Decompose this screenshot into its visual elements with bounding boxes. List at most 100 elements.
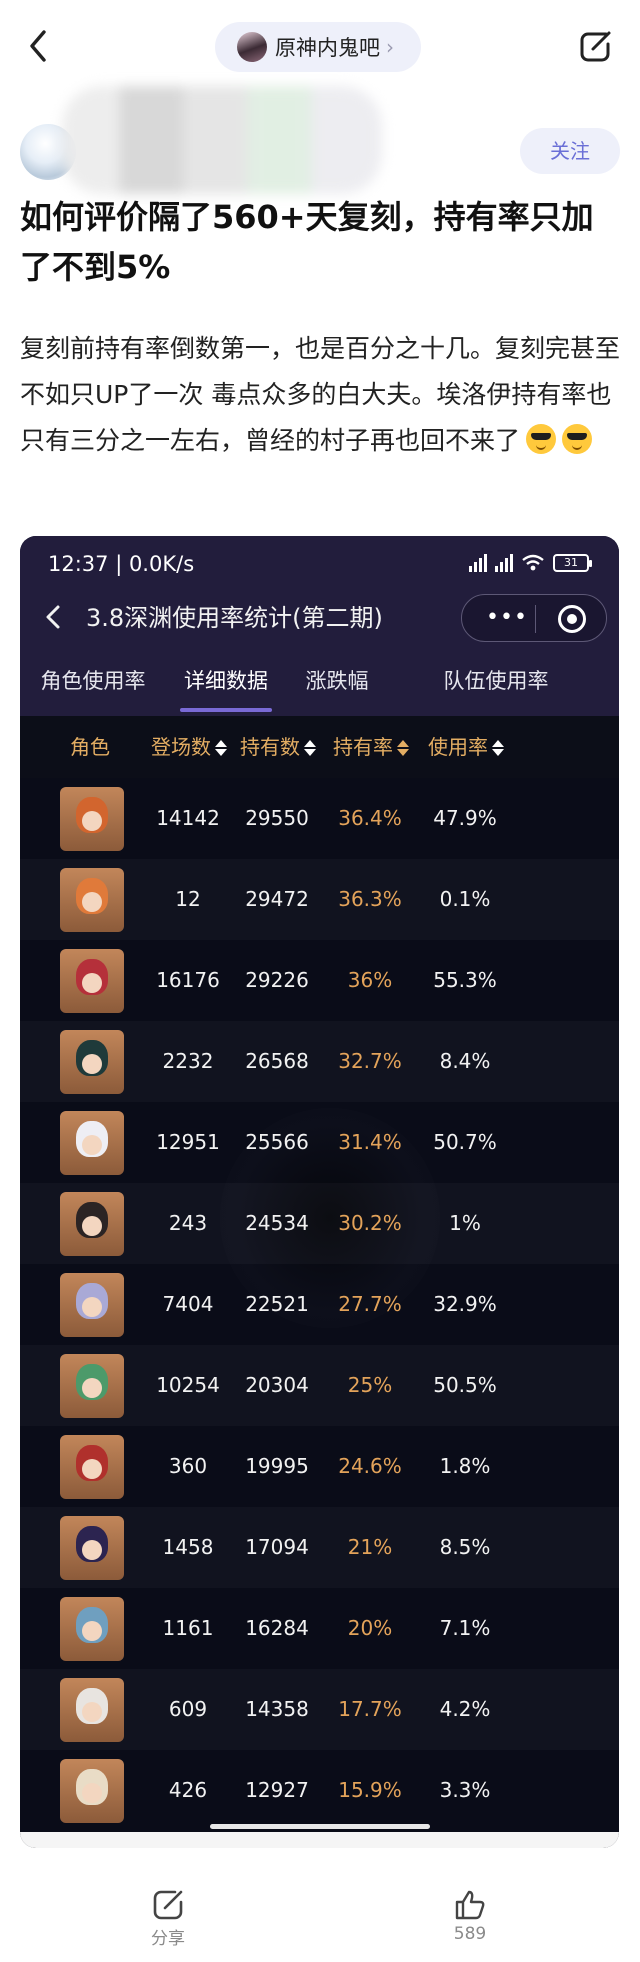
screenshot-bottom-edge (20, 1832, 619, 1848)
cell-own-rate: 31.4% (338, 1130, 402, 1154)
column-header-owned: 持有数 (216, 716, 338, 778)
active-tab-indicator (180, 708, 272, 712)
chevron-left-icon (46, 605, 60, 629)
share-label: 分享 (151, 1929, 185, 1949)
table-row: 426 12927 15.9% 3.3% (20, 1750, 619, 1831)
cell-own-rate: 36% (347, 968, 393, 992)
table-row: 14142 29550 36.4% 47.9% (20, 778, 619, 859)
character-portrait (60, 1354, 124, 1418)
screenshot-title: 3.8深渊使用率统计(第二期) (86, 604, 383, 632)
blurred-author-name (62, 86, 382, 194)
cell-appearances: 360 (168, 1454, 208, 1478)
signal-icon (469, 554, 487, 572)
sort-icon (304, 740, 316, 756)
cell-owned: 26568 (245, 1049, 309, 1073)
cell-own-rate: 30.2% (338, 1211, 402, 1235)
post-body: 复刻前持有率倒数第一，也是百分之十几。复刻完甚至不如只UP了一次 毒点众多的白大… (20, 326, 624, 464)
close-target-icon (558, 605, 586, 633)
sunglasses-emoji-icon (562, 424, 593, 454)
cell-own-rate: 15.9% (338, 1778, 402, 1802)
table-body: 14142 29550 36.4% 47.9% 12 29472 36.3% 0.1% 1617… (20, 778, 619, 1823)
table-header: 角色 登场数 持有数 持有率 使用率 (20, 716, 619, 778)
column-header-use-rate: 使用率 (390, 716, 540, 778)
cell-owned: 17094 (245, 1535, 309, 1559)
back-button[interactable] (22, 26, 58, 66)
character-portrait (60, 1192, 124, 1256)
status-icons: 31 (469, 554, 592, 572)
sort-icon (397, 740, 409, 756)
character-portrait (60, 1111, 124, 1175)
character-portrait (60, 1435, 124, 1499)
thumbs-up-icon (455, 1890, 485, 1920)
table-row: 2232 26568 32.7% 8.4% (20, 1021, 619, 1102)
cell-own-rate: 25% (347, 1373, 393, 1397)
cell-owned: 16284 (245, 1616, 309, 1640)
edit-button[interactable] (576, 26, 616, 66)
cell-owned: 20304 (245, 1373, 309, 1397)
character-portrait (60, 1597, 124, 1661)
bottom-action-bar: 分享 589 (0, 1880, 640, 1962)
share-button[interactable]: 分享 (128, 1888, 208, 1949)
follow-button[interactable]: 关注 (520, 128, 620, 174)
cell-owned: 29472 (245, 887, 309, 911)
character-portrait (60, 1759, 124, 1823)
cell-appearances: 243 (168, 1211, 208, 1235)
cell-own-rate: 27.7% (338, 1292, 402, 1316)
like-button[interactable]: 589 (430, 1888, 510, 1944)
signal-icon (495, 554, 513, 572)
cell-use-rate: 1% (449, 1211, 481, 1235)
tab-team-usage: 队伍使用率 (443, 669, 549, 693)
cell-own-rate: 17.7% (338, 1697, 402, 1721)
table-row: 12 29472 36.3% 0.1% (20, 859, 619, 940)
table-row: 1161 16284 20% 7.1% (20, 1588, 619, 1669)
cell-use-rate: 7.1% (439, 1616, 491, 1640)
cell-use-rate: 55.3% (433, 968, 497, 992)
capsule-divider (535, 605, 536, 633)
tab-change: 涨跌幅 (305, 669, 369, 693)
tab-character-usage: 角色使用率 (40, 669, 146, 693)
character-portrait (60, 1030, 124, 1094)
cell-owned: 29226 (245, 968, 309, 992)
cell-owned: 24534 (245, 1211, 309, 1235)
cell-use-rate: 50.7% (433, 1130, 497, 1154)
column-header-character: 角色 (70, 735, 110, 759)
cell-owned: 22521 (245, 1292, 309, 1316)
cell-owned: 12927 (245, 1778, 309, 1802)
embedded-screenshot[interactable]: 12:37 | 0.0K/s 31 3.8深渊使用率统计(第二期) ••• 角色… (20, 536, 619, 1848)
home-indicator (210, 1824, 430, 1829)
cell-appearances: 1161 (162, 1616, 214, 1640)
cell-use-rate: 3.3% (439, 1778, 491, 1802)
screenshot-tabs: 角色使用率 详细数据 涨跌幅 队伍使用率 (20, 648, 619, 714)
table-row: 12951 25566 31.4% 50.7% (20, 1102, 619, 1183)
background-emblem (220, 1108, 440, 1328)
forum-link[interactable]: 原神内鬼吧 › (215, 22, 421, 72)
cell-own-rate: 36.3% (338, 887, 402, 911)
column-header-own-rate: 持有率 (300, 716, 440, 778)
character-portrait (60, 1678, 124, 1742)
cell-appearances: 16176 (156, 968, 220, 992)
cell-appearances: 1458 (162, 1535, 214, 1559)
share-icon (153, 1890, 183, 1920)
table-row: 360 19995 24.6% 1.8% (20, 1426, 619, 1507)
cell-owned: 19995 (245, 1454, 309, 1478)
status-time: 12:37 | 0.0K/s (48, 552, 195, 576)
cell-appearances: 14142 (156, 806, 220, 830)
author-row: 关注 (0, 86, 640, 196)
cell-appearances: 12951 (156, 1130, 220, 1154)
sort-icon (215, 740, 227, 756)
cell-appearances: 7404 (162, 1292, 214, 1316)
cell-appearances: 2232 (162, 1049, 214, 1073)
character-portrait (60, 787, 124, 851)
column-header-appearances: 登场数 (128, 716, 248, 778)
table-row: 1458 17094 21% 8.5% (20, 1507, 619, 1588)
table-row: 10254 20304 25% 50.5% (20, 1345, 619, 1426)
character-portrait (60, 868, 124, 932)
sunglasses-emoji-icon (526, 424, 557, 454)
post-title: 如何评价隔了560+天复刻，持有率只加了不到5% (20, 198, 594, 286)
cell-use-rate: 32.9% (433, 1292, 497, 1316)
table-row: 243 24534 30.2% 1% (20, 1183, 619, 1264)
table-row: 609 14358 17.7% 4.2% (20, 1669, 619, 1750)
forum-name: 原神内鬼吧 (275, 36, 380, 60)
cell-own-rate: 20% (347, 1616, 393, 1640)
cell-use-rate: 1.8% (439, 1454, 491, 1478)
